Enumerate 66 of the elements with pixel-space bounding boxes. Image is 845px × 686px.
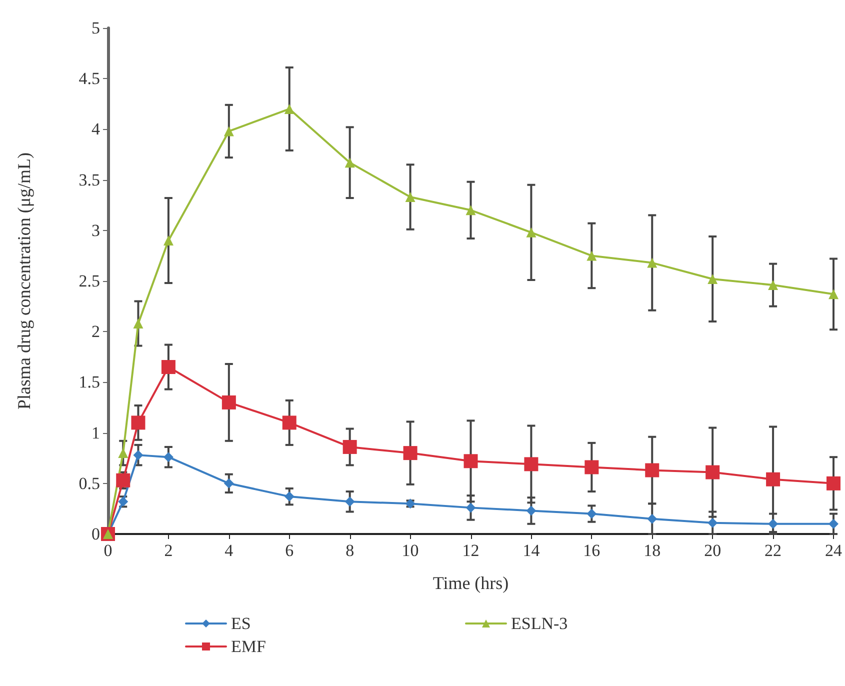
y-tick-label: 1 — [92, 423, 100, 442]
point — [524, 457, 538, 472]
y-tick-label: 4.5 — [78, 69, 100, 88]
point — [645, 463, 660, 478]
point — [342, 440, 357, 454]
y-tick-label: 5 — [92, 18, 100, 38]
legend-label: EMF — [231, 637, 266, 656]
point — [466, 205, 476, 216]
point — [344, 158, 355, 168]
point — [133, 318, 144, 329]
x-tick-label: 6 — [285, 541, 294, 560]
x-tick-label: 22 — [764, 541, 782, 560]
point — [224, 126, 234, 136]
point — [163, 236, 174, 246]
point — [586, 250, 597, 261]
point — [526, 227, 536, 238]
point — [284, 104, 294, 114]
y-tick-label: 3 — [92, 220, 100, 240]
point — [403, 446, 418, 460]
x-tick-label: 14 — [522, 541, 540, 560]
point — [526, 506, 536, 516]
legend-label: ES — [231, 614, 251, 633]
point — [163, 452, 174, 462]
point — [647, 514, 658, 524]
x-axis-title: Time (hrs) — [432, 573, 509, 593]
point — [828, 289, 838, 300]
point — [464, 454, 478, 468]
point — [405, 192, 416, 202]
y-tick-label: 2.5 — [78, 272, 100, 290]
point — [133, 450, 144, 460]
point — [161, 360, 176, 374]
y-tick-label: 0 — [92, 524, 100, 544]
point — [586, 508, 597, 519]
point — [768, 518, 778, 529]
y-tick-label: 2 — [92, 322, 100, 342]
point — [222, 395, 236, 410]
x-tick-label: 18 — [644, 541, 661, 560]
point — [826, 476, 840, 490]
point — [768, 280, 778, 290]
point — [131, 416, 146, 430]
x-tick-label: 0 — [104, 541, 112, 560]
point — [118, 448, 128, 458]
point — [284, 492, 294, 502]
y-tick-label: 1.5 — [78, 372, 100, 392]
point — [584, 460, 599, 474]
point — [224, 478, 234, 488]
point — [282, 416, 296, 430]
x-tick-label: 8 — [346, 541, 354, 560]
y-axis-title: Plasma drug concentration (μg/mL) — [14, 152, 34, 410]
x-tick-label: 20 — [704, 541, 722, 560]
legend-label: ESLN-3 — [511, 614, 568, 633]
point — [766, 472, 780, 486]
x-tick-label: 24 — [825, 541, 842, 560]
x-tick-label: 2 — [164, 541, 173, 560]
x-tick-label: 10 — [402, 541, 419, 560]
point — [647, 258, 658, 268]
point — [708, 274, 718, 284]
y-tick-label: 4 — [92, 120, 100, 139]
x-tick-label: 12 — [462, 541, 480, 560]
point — [344, 496, 355, 507]
y-tick-label: 3.5 — [78, 170, 100, 190]
point — [706, 465, 720, 480]
y-tick-label: 0.5 — [78, 474, 100, 493]
x-tick-label: 16 — [583, 541, 600, 560]
point — [828, 518, 838, 529]
x-tick-label: 4 — [224, 541, 234, 560]
